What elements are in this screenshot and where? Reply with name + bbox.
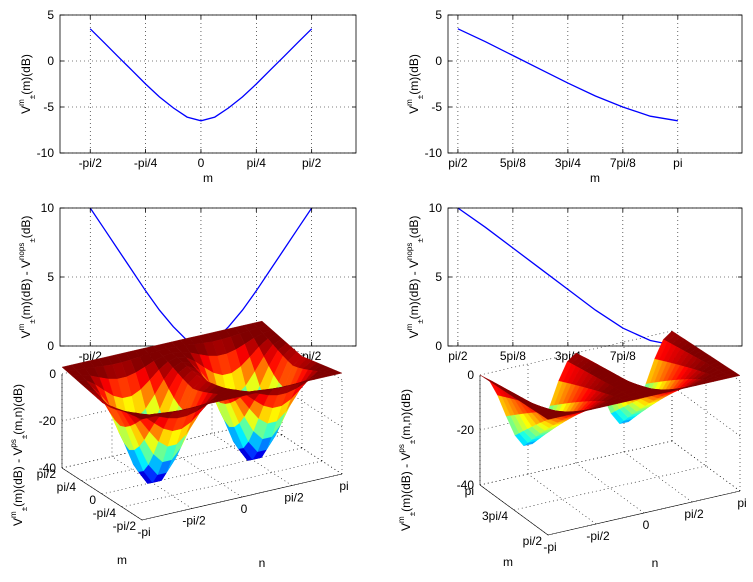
axes-frame bbox=[59, 14, 357, 154]
surface-patch bbox=[543, 414, 558, 420]
x-axis-label: m bbox=[203, 171, 213, 185]
x-tick-label: 5pi/8 bbox=[500, 349, 526, 363]
series-line bbox=[89, 28, 313, 122]
series-line bbox=[457, 207, 678, 347]
z-tick-label: -40 bbox=[457, 478, 475, 492]
x-tick-label: 5pi/8 bbox=[500, 156, 526, 170]
y-tick-label: 5 bbox=[435, 8, 442, 22]
series-line bbox=[457, 28, 678, 122]
x-tick-label: 7pi/8 bbox=[610, 349, 636, 363]
grid-line-y bbox=[479, 440, 673, 486]
y-tick-label: -10 bbox=[37, 146, 55, 160]
y-axis-label: m bbox=[117, 553, 127, 567]
z-tick-label: -20 bbox=[39, 414, 57, 428]
x-tick-label: 0 bbox=[241, 502, 248, 516]
x-tick-label: -pi bbox=[543, 540, 556, 554]
y-tick-label: 10 bbox=[41, 201, 55, 215]
grid-line-z bbox=[479, 330, 673, 376]
y-tick-label: 3pi/4 bbox=[482, 509, 508, 523]
x-tick-label: 0 bbox=[198, 156, 205, 170]
x-tick-label: -pi/2 bbox=[79, 156, 103, 170]
x-tick-label: -pi/2 bbox=[586, 529, 610, 543]
axis-line-x bbox=[547, 490, 741, 536]
x-tick-label: pi/4 bbox=[247, 156, 267, 170]
grid-line-x bbox=[623, 451, 693, 503]
y-tick-label: pi/2 bbox=[37, 467, 57, 481]
x-tick-label: -pi/4 bbox=[134, 156, 158, 170]
y-tick-label: 10 bbox=[429, 201, 443, 215]
y-tick-label: 0 bbox=[47, 339, 54, 353]
y-axis-label: Vm±(m)(dB) - Vps±(m,n)(dB) bbox=[397, 389, 417, 531]
axes-p2: pi/2 5pi/8 3pi/4 7pi/8 pi -10 -5 0 5 m Vm±(m)(dB) bbox=[405, 8, 743, 185]
z-tick-label: -40 bbox=[39, 461, 57, 475]
x-tick-label: pi bbox=[339, 479, 348, 493]
x-tick-label: pi/2 bbox=[284, 491, 304, 505]
z-tick-label: 0 bbox=[49, 367, 56, 381]
y-axis-label: Vm±(m)(dB) bbox=[17, 54, 37, 114]
y-tick-label: pi bbox=[465, 484, 474, 498]
plot-area bbox=[60, 15, 356, 153]
y-tick-label: -pi/4 bbox=[93, 506, 117, 520]
x-tick-label: pi bbox=[673, 156, 682, 170]
y-axis-label: Vm±(m)(dB) bbox=[405, 54, 425, 114]
y-tick-label: -5 bbox=[43, 100, 54, 114]
y-tick-label: 5 bbox=[47, 8, 54, 22]
plot-area bbox=[448, 15, 742, 153]
x-tick-label: pi/2 bbox=[448, 156, 468, 170]
x-axis-label: n bbox=[259, 556, 266, 570]
z-tick-label: -20 bbox=[457, 423, 475, 437]
y-tick-label: 5 bbox=[47, 270, 54, 284]
y-tick-label: 5 bbox=[435, 270, 442, 284]
y-axis-label: Vm±(m)(dB) - Vnops±(dB) bbox=[17, 216, 37, 339]
x-tick-label: -pi bbox=[137, 525, 150, 539]
y-tick-label: 0 bbox=[89, 493, 96, 507]
axes-p6: -40 -20 0 -pi -pi/2 0 pi/2 pi pi/2 3pi/4 pi n m Vm±(m… bbox=[397, 330, 747, 570]
y-tick-label: 0 bbox=[47, 54, 54, 68]
y-tick-label: pi/2 bbox=[523, 534, 543, 548]
axes-p1: -pi/2 -pi/4 0 pi/4 pi/2 -10 -5 0 5 m Vm±(m)(dB) bbox=[17, 8, 357, 185]
y-tick-label: -pi/2 bbox=[113, 519, 137, 533]
y-tick-label: 0 bbox=[435, 339, 442, 353]
axis-line-y bbox=[479, 484, 549, 536]
x-tick-label: -pi/2 bbox=[182, 514, 206, 528]
axes-p5: -40-200-pi-pi/20pi/2pi-pi/2-pi/40pi/4pi/… bbox=[9, 320, 349, 570]
axis-line-x bbox=[141, 473, 343, 521]
y-tick-label: 0 bbox=[435, 54, 442, 68]
x-tick-label: pi/2 bbox=[302, 156, 322, 170]
y-axis-label: m bbox=[503, 555, 513, 569]
grid-line-y bbox=[513, 465, 707, 511]
surface-patch bbox=[136, 414, 152, 420]
y-tick-label: pi/4 bbox=[57, 480, 77, 494]
y-axis-label: Vm±(m)(dB) - Vps±(m,n)(dB) bbox=[9, 384, 29, 526]
z-tick-label: 0 bbox=[467, 368, 474, 382]
axis-line-y bbox=[61, 467, 143, 521]
x-tick-label: pi/2 bbox=[448, 349, 468, 363]
x-tick-label: pi/2 bbox=[684, 507, 704, 521]
x-tick-label: pi bbox=[737, 496, 746, 510]
y-axis-label: Vm±(m)(dB) - Vnops±(dB) bbox=[405, 216, 425, 339]
x-tick-label: 3pi/4 bbox=[555, 156, 581, 170]
x-axis-label: n bbox=[652, 556, 659, 570]
y-tick-label: -5 bbox=[431, 100, 442, 114]
y-tick-label: -10 bbox=[425, 146, 443, 160]
x-tick-label: 7pi/8 bbox=[610, 156, 636, 170]
axes-frame bbox=[447, 14, 743, 154]
x-tick-label: 0 bbox=[643, 518, 650, 532]
grid-line-x bbox=[527, 473, 597, 525]
grid-line-x bbox=[575, 462, 645, 514]
x-axis-label: m bbox=[590, 171, 600, 185]
